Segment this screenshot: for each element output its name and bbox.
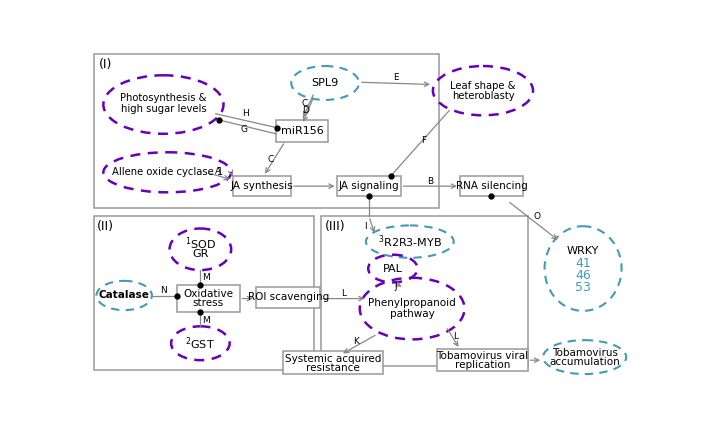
Text: $^2$GST: $^2$GST: [185, 335, 215, 352]
Text: C: C: [302, 98, 308, 108]
Text: D: D: [302, 106, 309, 115]
Text: SPL9: SPL9: [312, 78, 338, 88]
Text: high sugar levels: high sugar levels: [120, 104, 206, 114]
Text: N: N: [160, 286, 167, 295]
FancyBboxPatch shape: [321, 216, 527, 366]
Text: L: L: [341, 289, 346, 298]
Text: JA synthesis: JA synthesis: [231, 181, 293, 191]
Text: Tobamovirus viral: Tobamovirus viral: [436, 352, 528, 361]
Text: resistance: resistance: [306, 363, 360, 373]
Text: F: F: [421, 136, 426, 145]
Text: GR: GR: [192, 249, 209, 259]
Text: (II): (II): [97, 220, 114, 233]
FancyBboxPatch shape: [233, 176, 291, 196]
FancyBboxPatch shape: [276, 120, 329, 141]
Text: replication: replication: [455, 360, 510, 370]
Text: pathway: pathway: [390, 309, 435, 319]
Text: accumulation: accumulation: [549, 357, 620, 368]
Text: G: G: [241, 125, 248, 135]
FancyBboxPatch shape: [176, 285, 239, 312]
Text: Allene oxide cyclase 1: Allene oxide cyclase 1: [112, 167, 223, 177]
Text: O: O: [533, 212, 540, 221]
Text: M: M: [202, 273, 210, 282]
Text: 46: 46: [575, 269, 591, 282]
Text: E: E: [393, 73, 399, 82]
Text: Oxidative: Oxidative: [183, 289, 233, 299]
Text: miR156: miR156: [280, 126, 324, 136]
Text: H: H: [242, 109, 249, 118]
Text: PAL: PAL: [383, 264, 403, 273]
Text: L: L: [454, 332, 459, 341]
Text: $^1$SOD: $^1$SOD: [185, 235, 216, 252]
Text: C: C: [268, 155, 273, 164]
Text: stress: stress: [193, 298, 224, 308]
Text: heteroblasty: heteroblasty: [452, 91, 514, 101]
Text: 53: 53: [575, 281, 591, 294]
Text: J: J: [394, 282, 397, 291]
Text: 41: 41: [575, 257, 591, 270]
Text: RNA silencing: RNA silencing: [455, 181, 527, 191]
Text: WRKY: WRKY: [567, 246, 599, 256]
Text: (III): (III): [325, 220, 346, 233]
Text: Systemic acquired: Systemic acquired: [285, 354, 381, 364]
FancyBboxPatch shape: [460, 176, 523, 196]
Text: (I): (I): [99, 58, 113, 71]
Text: B: B: [427, 177, 433, 186]
Text: K: K: [353, 337, 359, 346]
Text: M: M: [202, 316, 210, 325]
FancyBboxPatch shape: [256, 287, 321, 308]
Text: I: I: [365, 222, 367, 231]
FancyBboxPatch shape: [94, 54, 439, 208]
Text: $^3$R2R3-MYB: $^3$R2R3-MYB: [377, 233, 442, 250]
FancyBboxPatch shape: [282, 351, 383, 374]
Text: Phenylpropanoid: Phenylpropanoid: [368, 298, 456, 308]
FancyBboxPatch shape: [94, 216, 314, 370]
Text: Tobamovirus: Tobamovirus: [552, 348, 617, 358]
Text: Photosynthesis &: Photosynthesis &: [120, 93, 207, 103]
Text: Catalase: Catalase: [98, 290, 149, 300]
FancyBboxPatch shape: [437, 349, 527, 371]
Text: ROI scavenging: ROI scavenging: [248, 292, 329, 302]
Text: JA signaling: JA signaling: [338, 181, 399, 191]
Text: A: A: [215, 167, 221, 176]
Text: Leaf shape &: Leaf shape &: [450, 81, 515, 91]
FancyBboxPatch shape: [338, 176, 401, 196]
